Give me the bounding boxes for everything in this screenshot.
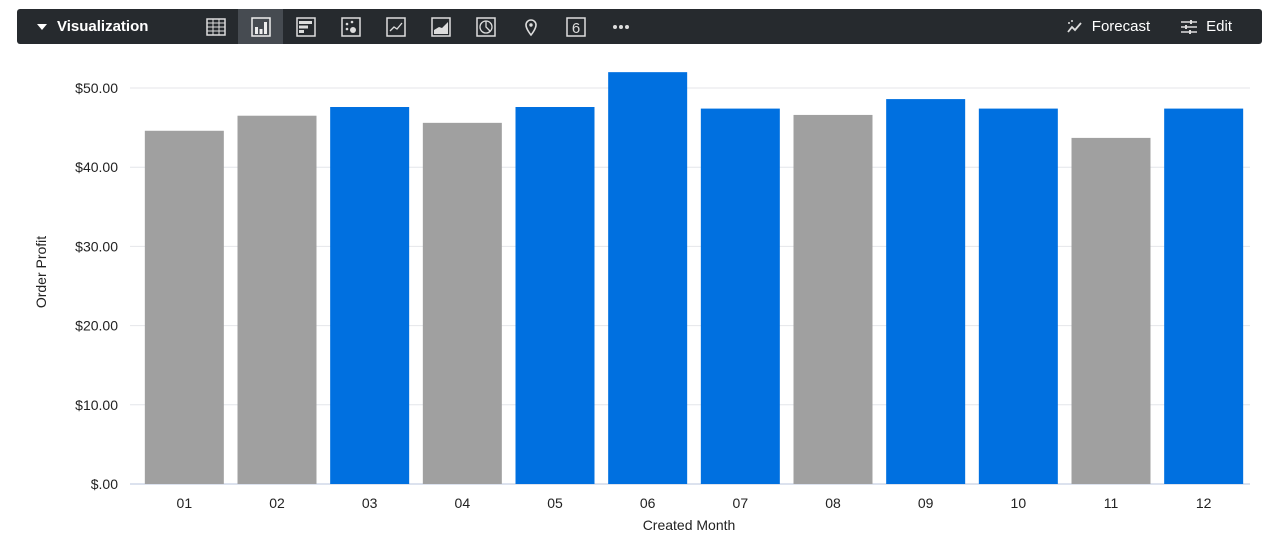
x-tick-label: 04 xyxy=(455,495,471,511)
area-chart-icon[interactable] xyxy=(418,9,463,44)
x-tick-label: 06 xyxy=(640,495,656,511)
bar-04[interactable] xyxy=(422,122,502,485)
scatter-icon[interactable] xyxy=(328,9,373,44)
bar-03[interactable] xyxy=(330,107,410,485)
x-tick-label: 12 xyxy=(1196,495,1212,511)
forecast-button[interactable]: Forecast xyxy=(1066,18,1150,35)
x-tick-label: 05 xyxy=(547,495,563,511)
y-tick-label: $50.00 xyxy=(75,80,118,96)
visualization-title: Visualization xyxy=(57,18,149,35)
bar-07[interactable] xyxy=(700,108,780,484)
table-icon[interactable] xyxy=(193,9,238,44)
forecast-label: Forecast xyxy=(1091,18,1151,35)
more-icon[interactable] xyxy=(598,9,643,44)
x-axis-label: Created Month xyxy=(643,517,736,533)
x-tick-label: 10 xyxy=(1011,495,1027,511)
edit-button[interactable]: Edit xyxy=(1180,18,1232,35)
bar-02[interactable] xyxy=(237,115,317,484)
caret-down-icon xyxy=(37,23,47,30)
y-axis-label: Order Profit xyxy=(33,236,49,308)
single-value-glyph: 6 xyxy=(571,20,579,37)
x-tick-label: 11 xyxy=(1104,495,1119,511)
map-pin-icon[interactable] xyxy=(508,9,553,44)
x-tick-label: 08 xyxy=(825,495,841,511)
x-tick-label: 07 xyxy=(733,495,749,511)
forecast-icon xyxy=(1067,19,1082,33)
bar-12[interactable] xyxy=(1164,108,1244,484)
y-tick-label: $10.00 xyxy=(75,397,118,413)
bar-06[interactable] xyxy=(608,72,688,484)
y-tick-label: $20.00 xyxy=(75,318,118,334)
edit-label: Edit xyxy=(1206,18,1232,35)
single-value-icon[interactable]: 6 xyxy=(553,9,598,44)
y-tick-label: $.00 xyxy=(91,476,118,492)
bar-01[interactable] xyxy=(144,130,224,484)
x-tick-label: 09 xyxy=(918,495,934,511)
bar-05[interactable] xyxy=(515,107,595,485)
bar-chart-icon[interactable] xyxy=(283,9,328,44)
x-tick-label: 03 xyxy=(362,495,378,511)
x-tick-label: 02 xyxy=(269,495,285,511)
visualization-toggle[interactable]: Visualization xyxy=(37,18,187,35)
column-chart-icon[interactable] xyxy=(238,9,283,44)
bar-11[interactable] xyxy=(1071,137,1151,484)
sliders-icon xyxy=(1181,19,1198,34)
bar-09[interactable] xyxy=(886,99,966,484)
bar-08[interactable] xyxy=(793,114,873,484)
visualization-toolbar: Visualization 6 Forecast Edit xyxy=(17,9,1262,44)
pie-chart-icon[interactable] xyxy=(463,9,508,44)
x-tick-label: 01 xyxy=(177,495,193,511)
bar-10[interactable] xyxy=(978,108,1058,484)
line-chart-icon[interactable] xyxy=(373,9,418,44)
y-tick-label: $40.00 xyxy=(75,159,118,175)
y-tick-label: $30.00 xyxy=(75,238,118,254)
